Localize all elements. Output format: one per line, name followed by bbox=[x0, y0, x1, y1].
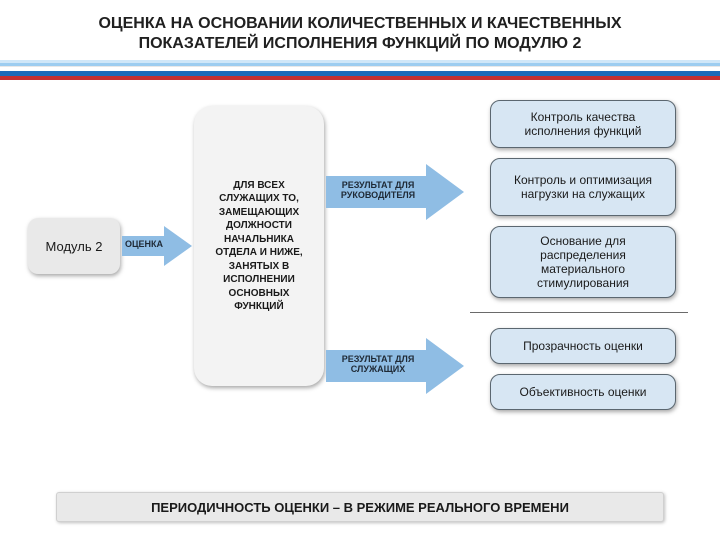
result-leader-1-text: Контроль и оптимизация нагрузки на служа… bbox=[499, 173, 667, 201]
result-leader-2: Основание для распределения материальног… bbox=[490, 226, 676, 298]
group-divider bbox=[470, 312, 688, 313]
diagram-area: Модуль 2 ОЦЕНКА ДЛЯ ВСЕХ СЛУЖАЩИХ ТО, ЗА… bbox=[0, 92, 720, 480]
module-label: Модуль 2 bbox=[46, 239, 103, 254]
arrow-leader: РЕЗУЛЬТАТ ДЛЯ РУКОВОДИТЕЛЯ bbox=[326, 164, 464, 220]
result-staff-1: Объективность оценки bbox=[490, 374, 676, 410]
central-text: ДЛЯ ВСЕХ СЛУЖАЩИХ ТО, ЗАМЕЩАЮЩИХ ДОЛЖНОС… bbox=[204, 179, 314, 314]
result-leader-2-text: Основание для распределения материальног… bbox=[499, 234, 667, 290]
result-staff-1-text: Объективность оценки bbox=[520, 385, 647, 399]
central-box: ДЛЯ ВСЕХ СЛУЖАЩИХ ТО, ЗАМЕЩАЮЩИХ ДОЛЖНОС… bbox=[194, 106, 324, 386]
arrow-evaluation-label: ОЦЕНКА bbox=[124, 239, 164, 249]
page-title: ОЦЕНКА НА ОСНОВАНИИ КОЛИЧЕСТВЕННЫХ И КАЧ… bbox=[0, 14, 720, 54]
result-leader-0-text: Контроль качества исполнения функций bbox=[499, 110, 667, 138]
footer-text: ПЕРИОДИЧНОСТЬ ОЦЕНКИ – В РЕЖИМЕ РЕАЛЬНОГ… bbox=[151, 500, 569, 515]
arrow-leader-label: РЕЗУЛЬТАТ ДЛЯ РУКОВОДИТЕЛЯ bbox=[330, 180, 426, 201]
result-staff-0-text: Прозрачность оценки bbox=[523, 339, 643, 353]
stripe-red bbox=[0, 76, 720, 80]
result-leader-1: Контроль и оптимизация нагрузки на служа… bbox=[490, 158, 676, 216]
title-line1: ОЦЕНКА НА ОСНОВАНИИ КОЛИЧЕСТВЕННЫХ И КАЧ… bbox=[98, 15, 621, 32]
result-staff-0: Прозрачность оценки bbox=[490, 328, 676, 364]
arrow-staff-label: РЕЗУЛЬТАТ ДЛЯ СЛУЖАЩИХ bbox=[330, 354, 426, 375]
footer-bar: ПЕРИОДИЧНОСТЬ ОЦЕНКИ – В РЕЖИМЕ РЕАЛЬНОГ… bbox=[56, 492, 664, 522]
title-line2: ПОКАЗАТЕЛЕЙ ИСПОЛНЕНИЯ ФУНКЦИЙ ПО МОДУЛЮ… bbox=[139, 35, 582, 52]
arrow-evaluation: ОЦЕНКА bbox=[122, 226, 192, 266]
flag-stripes bbox=[0, 66, 720, 80]
module-box: Модуль 2 bbox=[28, 218, 120, 274]
result-leader-0: Контроль качества исполнения функций bbox=[490, 100, 676, 148]
arrow-staff: РЕЗУЛЬТАТ ДЛЯ СЛУЖАЩИХ bbox=[326, 338, 464, 394]
